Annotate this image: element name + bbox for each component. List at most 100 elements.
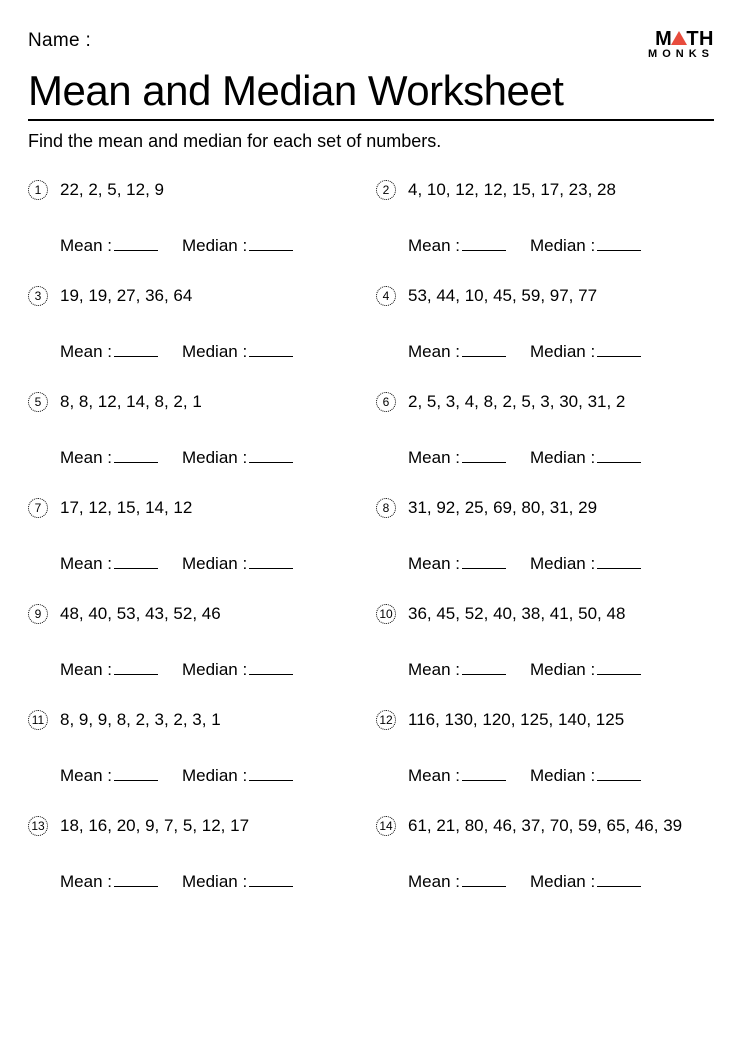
- median-label: Median :: [182, 448, 247, 468]
- median-slot: Median :: [182, 872, 293, 892]
- problem-number-set: 8, 8, 12, 14, 8, 2, 1: [60, 392, 202, 412]
- problem-header-row: 453, 44, 10, 45, 59, 97, 77: [376, 286, 714, 306]
- median-blank[interactable]: [597, 462, 641, 463]
- problem-number-circle: 4: [376, 286, 396, 306]
- median-label: Median :: [530, 766, 595, 786]
- mean-label: Mean :: [408, 660, 460, 680]
- problem-header-row: 14 61, 21, 80, 46, 37, 70, 59, 65, 46, 39: [376, 816, 714, 836]
- problem: 319, 19, 27, 36, 64 Mean : Median :: [28, 286, 366, 362]
- problem-number-circle: 10: [376, 604, 396, 624]
- median-label: Median :: [182, 766, 247, 786]
- mean-slot: Mean :: [408, 872, 506, 892]
- mean-label: Mean :: [60, 342, 112, 362]
- answer-row: Mean :Median :: [376, 660, 714, 680]
- median-slot: Median :: [530, 554, 641, 574]
- mean-blank[interactable]: [114, 674, 158, 675]
- median-blank[interactable]: [597, 356, 641, 357]
- median-label: Median :: [530, 448, 595, 468]
- median-blank[interactable]: [249, 886, 293, 887]
- mean-label: Mean :: [408, 872, 460, 892]
- median-slot: Median :: [182, 342, 293, 362]
- problem-number-set: 8, 9, 9, 8, 2, 3, 2, 3, 1: [60, 710, 221, 730]
- median-blank[interactable]: [249, 250, 293, 251]
- median-blank[interactable]: [597, 886, 641, 887]
- problem-number-set: 61, 21, 80, 46, 37, 70, 59, 65, 46, 39: [408, 816, 682, 836]
- median-blank[interactable]: [597, 568, 641, 569]
- mean-blank[interactable]: [114, 568, 158, 569]
- mean-blank[interactable]: [462, 886, 506, 887]
- mean-blank[interactable]: [462, 462, 506, 463]
- median-blank[interactable]: [597, 780, 641, 781]
- mean-blank[interactable]: [114, 462, 158, 463]
- problem-number-circle: 1: [28, 180, 48, 200]
- median-label: Median :: [530, 342, 595, 362]
- answer-row: Mean :Median :: [28, 448, 366, 468]
- mean-blank[interactable]: [462, 568, 506, 569]
- mean-blank[interactable]: [114, 356, 158, 357]
- problem-header-row: 12116, 130, 120, 125, 140, 125: [376, 710, 714, 730]
- problem: 1036, 45, 52, 40, 38, 41, 50, 48Mean :Me…: [376, 604, 714, 680]
- median-blank[interactable]: [249, 780, 293, 781]
- mean-label: Mean :: [60, 872, 112, 892]
- answer-row: Mean :Median :: [376, 766, 714, 786]
- problem-number-circle: 14: [376, 816, 396, 836]
- problem-number-circle: 2: [376, 180, 396, 200]
- problem-header-row: 7 17, 12, 15, 14, 12: [28, 498, 366, 518]
- median-blank[interactable]: [249, 356, 293, 357]
- mean-slot: Mean :: [60, 766, 158, 786]
- problem-header-row: 831, 92, 25, 69, 80, 31, 29: [376, 498, 714, 518]
- median-label: Median :: [182, 342, 247, 362]
- problem-number-circle: 13: [28, 816, 48, 836]
- problem-number-circle: 7: [28, 498, 48, 518]
- answer-row: Mean :Median :: [28, 660, 366, 680]
- mean-blank[interactable]: [462, 780, 506, 781]
- problem: 11 8, 9, 9, 8, 2, 3, 2, 3, 1 Mean : Median …: [28, 710, 366, 786]
- answer-row: Mean : Median :: [376, 554, 714, 574]
- problem-header-row: 1318, 16, 20, 9, 7, 5, 12, 17: [28, 816, 366, 836]
- mean-label: Mean :: [60, 766, 112, 786]
- answer-row: Mean : Median :: [376, 448, 714, 468]
- median-blank[interactable]: [597, 250, 641, 251]
- median-label: Median :: [182, 660, 247, 680]
- problem-number-set: 4, 10, 12, 12, 15, 17, 23, 28: [408, 180, 616, 200]
- mean-blank[interactable]: [462, 356, 506, 357]
- median-slot: Median :: [530, 236, 641, 256]
- median-blank[interactable]: [249, 568, 293, 569]
- problem-number-set: 17, 12, 15, 14, 12: [60, 498, 192, 518]
- median-label: Median :: [182, 236, 247, 256]
- problem-header-row: 948, 40, 53, 43, 52, 46: [28, 604, 366, 624]
- median-blank[interactable]: [249, 462, 293, 463]
- median-label: Median :: [182, 554, 247, 574]
- mean-label: Mean :: [60, 236, 112, 256]
- mean-blank[interactable]: [462, 674, 506, 675]
- mean-blank[interactable]: [114, 780, 158, 781]
- triangle-icon: [671, 31, 687, 45]
- mean-blank[interactable]: [114, 886, 158, 887]
- mean-blank[interactable]: [462, 250, 506, 251]
- problem-header-row: 319, 19, 27, 36, 64: [28, 286, 366, 306]
- problem-number-circle: 11: [28, 710, 48, 730]
- median-label: Median :: [530, 872, 595, 892]
- answer-row: Mean :Median :: [376, 342, 714, 362]
- mean-blank[interactable]: [114, 250, 158, 251]
- brand-logo: MTH MONKS: [645, 30, 714, 59]
- problem: 62, 5, 3, 4, 8, 2, 5, 3, 30, 31, 2Mean :…: [376, 392, 714, 468]
- median-slot: Median :: [182, 448, 293, 468]
- answer-row: Mean : Median :: [376, 872, 714, 892]
- median-blank[interactable]: [249, 674, 293, 675]
- median-blank[interactable]: [597, 674, 641, 675]
- median-slot: Median :: [530, 872, 641, 892]
- problem-number-set: 31, 92, 25, 69, 80, 31, 29: [408, 498, 597, 518]
- answer-row: Mean : Median :: [28, 236, 366, 256]
- answer-row: Mean : Median :: [28, 342, 366, 362]
- instruction-text: Find the mean and median for each set of…: [28, 131, 714, 152]
- name-label: Name :: [28, 30, 91, 52]
- median-label: Median :: [530, 554, 595, 574]
- logo-subtext: MONKS: [645, 49, 714, 59]
- mean-slot: Mean :: [60, 236, 158, 256]
- mean-slot: Mean :: [408, 448, 506, 468]
- mean-label: Mean :: [60, 554, 112, 574]
- answer-row: Mean : Median :: [28, 766, 366, 786]
- mean-slot: Mean :: [408, 554, 506, 574]
- problem: 453, 44, 10, 45, 59, 97, 77 Mean :Median …: [376, 286, 714, 362]
